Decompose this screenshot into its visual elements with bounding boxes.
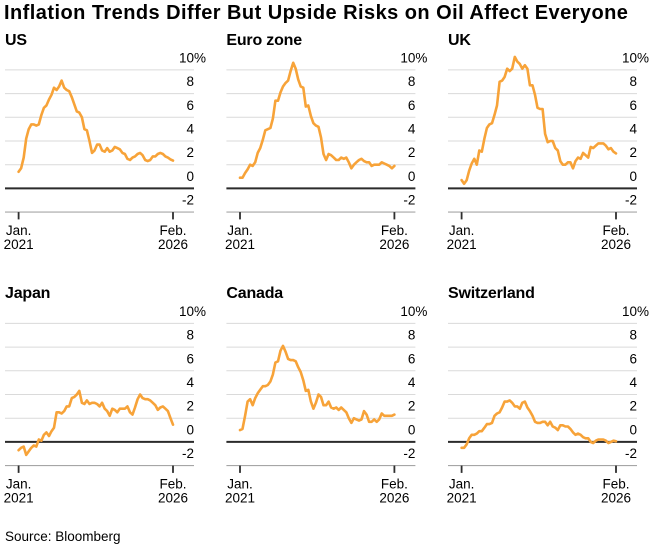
svg-text:Feb.: Feb. [159, 223, 186, 238]
svg-text:10: 10 [622, 50, 637, 65]
svg-text:Feb.: Feb. [602, 223, 629, 238]
svg-text:Japan: Japan [5, 285, 50, 302]
svg-text:%: % [637, 50, 649, 65]
svg-text:2: 2 [408, 399, 416, 414]
svg-text:10: 10 [179, 50, 194, 65]
svg-text:%: % [637, 304, 649, 319]
svg-text:-2: -2 [625, 446, 637, 461]
svg-text:6: 6 [186, 98, 194, 113]
svg-text:2021: 2021 [225, 237, 255, 252]
svg-text:-2: -2 [625, 193, 637, 208]
svg-text:UK: UK [448, 32, 471, 49]
svg-text:-2: -2 [403, 193, 415, 208]
svg-text:2021: 2021 [225, 491, 255, 506]
svg-text:8: 8 [629, 74, 637, 89]
svg-text:2: 2 [629, 145, 637, 160]
svg-text:4: 4 [629, 122, 637, 137]
svg-text:US: US [5, 32, 27, 49]
svg-text:-2: -2 [403, 446, 415, 461]
svg-text:8: 8 [408, 328, 416, 343]
svg-text:-2: -2 [182, 193, 194, 208]
svg-text:4: 4 [186, 122, 194, 137]
svg-text:10: 10 [622, 304, 637, 319]
svg-text:2: 2 [186, 399, 194, 414]
svg-text:0: 0 [629, 169, 637, 184]
svg-text:8: 8 [629, 328, 637, 343]
svg-text:0: 0 [408, 169, 416, 184]
svg-text:%: % [194, 304, 206, 319]
svg-text:Jan.: Jan. [449, 223, 475, 238]
svg-text:4: 4 [408, 122, 416, 137]
svg-text:10: 10 [400, 50, 415, 65]
svg-text:2026: 2026 [601, 491, 631, 506]
svg-text:8: 8 [408, 74, 416, 89]
svg-text:6: 6 [186, 351, 194, 366]
svg-text:Jan.: Jan. [227, 477, 253, 492]
svg-text:2021: 2021 [447, 237, 477, 252]
svg-text:Feb.: Feb. [381, 223, 408, 238]
svg-text:6: 6 [408, 98, 416, 113]
svg-text:Inflation Trends Differ But Up: Inflation Trends Differ But Upside Risks… [4, 2, 628, 24]
svg-text:%: % [415, 304, 427, 319]
svg-text:2026: 2026 [379, 237, 409, 252]
svg-text:2026: 2026 [158, 237, 188, 252]
svg-text:2: 2 [408, 145, 416, 160]
svg-text:6: 6 [629, 98, 637, 113]
svg-text:6: 6 [629, 351, 637, 366]
svg-text:4: 4 [408, 375, 416, 390]
svg-text:2026: 2026 [379, 491, 409, 506]
svg-text:2021: 2021 [4, 237, 34, 252]
svg-text:Source: Bloomberg: Source: Bloomberg [5, 529, 121, 544]
svg-text:-2: -2 [182, 446, 194, 461]
svg-text:Jan.: Jan. [6, 223, 32, 238]
svg-text:Canada: Canada [226, 285, 283, 302]
svg-text:Feb.: Feb. [159, 477, 186, 492]
svg-text:10: 10 [179, 304, 194, 319]
svg-text:8: 8 [186, 74, 194, 89]
svg-text:2021: 2021 [447, 491, 477, 506]
svg-text:6: 6 [408, 351, 416, 366]
svg-text:0: 0 [186, 169, 194, 184]
svg-text:2026: 2026 [601, 237, 631, 252]
svg-text:Feb.: Feb. [381, 477, 408, 492]
svg-text:2026: 2026 [158, 491, 188, 506]
svg-text:%: % [415, 50, 427, 65]
svg-text:Euro zone: Euro zone [226, 32, 302, 49]
svg-text:4: 4 [629, 375, 637, 390]
svg-text:0: 0 [186, 422, 194, 437]
svg-text:Switzerland: Switzerland [448, 285, 535, 302]
svg-text:4: 4 [186, 375, 194, 390]
svg-text:2: 2 [629, 399, 637, 414]
svg-text:Jan.: Jan. [6, 477, 32, 492]
svg-text:2: 2 [186, 145, 194, 160]
svg-text:8: 8 [186, 328, 194, 343]
svg-text:Jan.: Jan. [449, 477, 475, 492]
svg-text:2021: 2021 [4, 491, 34, 506]
svg-text:0: 0 [408, 422, 416, 437]
svg-text:Jan.: Jan. [227, 223, 253, 238]
svg-text:%: % [194, 50, 206, 65]
svg-text:Feb.: Feb. [602, 477, 629, 492]
svg-text:0: 0 [629, 422, 637, 437]
svg-text:10: 10 [400, 304, 415, 319]
